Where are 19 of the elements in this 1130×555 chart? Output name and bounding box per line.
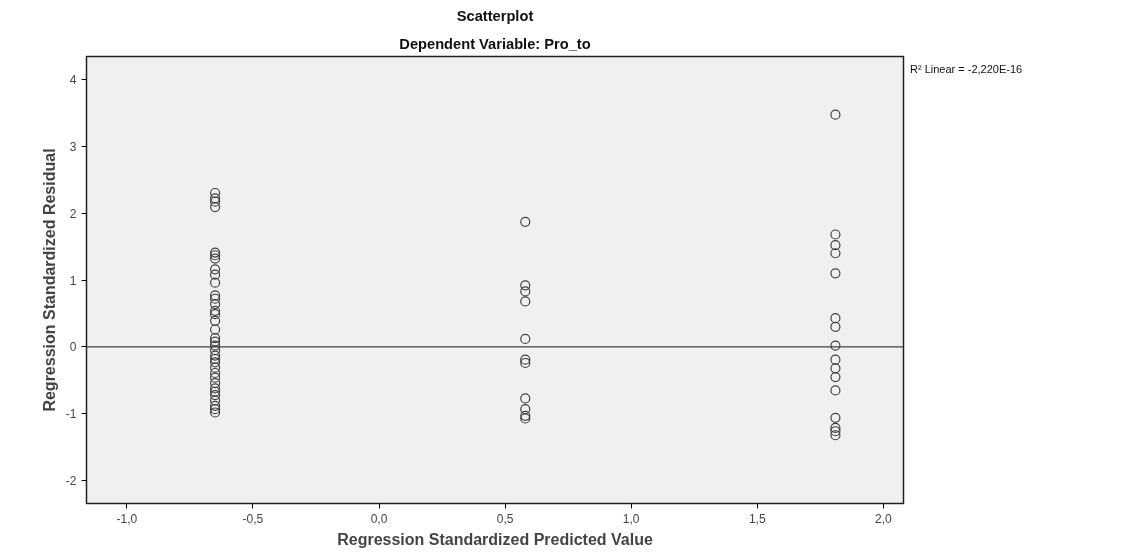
x-axis-title: Regression Standardized Predicted Value — [337, 530, 653, 548]
y-tick-label: 2 — [69, 206, 77, 221]
x-tick-label: 1,0 — [622, 511, 640, 526]
y-tick-label: 0 — [69, 340, 77, 355]
y-axis-title: Regression Standardized Residual — [40, 148, 58, 412]
x-tick-label: 2,0 — [874, 511, 892, 526]
text: R² Linear = -2,220E-16 — [910, 62, 1023, 77]
chart-title: Scatterplot — [456, 7, 534, 24]
y-tick-label: 3 — [69, 139, 77, 154]
x-tick-label: 1,5 — [748, 511, 766, 526]
y-tick-label: 1 — [69, 273, 77, 288]
y-tick-label: 4 — [69, 72, 77, 87]
y-tick-label: -1 — [65, 407, 77, 422]
x-tick-label: -0,5 — [242, 511, 264, 526]
x-tick-label: -1,0 — [116, 511, 138, 526]
x-tick-label: 0,0 — [370, 511, 388, 526]
chart-subtitle: Dependent Variable: Pro_to — [399, 35, 591, 52]
x-tick-label: 0,5 — [496, 511, 514, 526]
y-tick-label: -2 — [65, 474, 77, 489]
